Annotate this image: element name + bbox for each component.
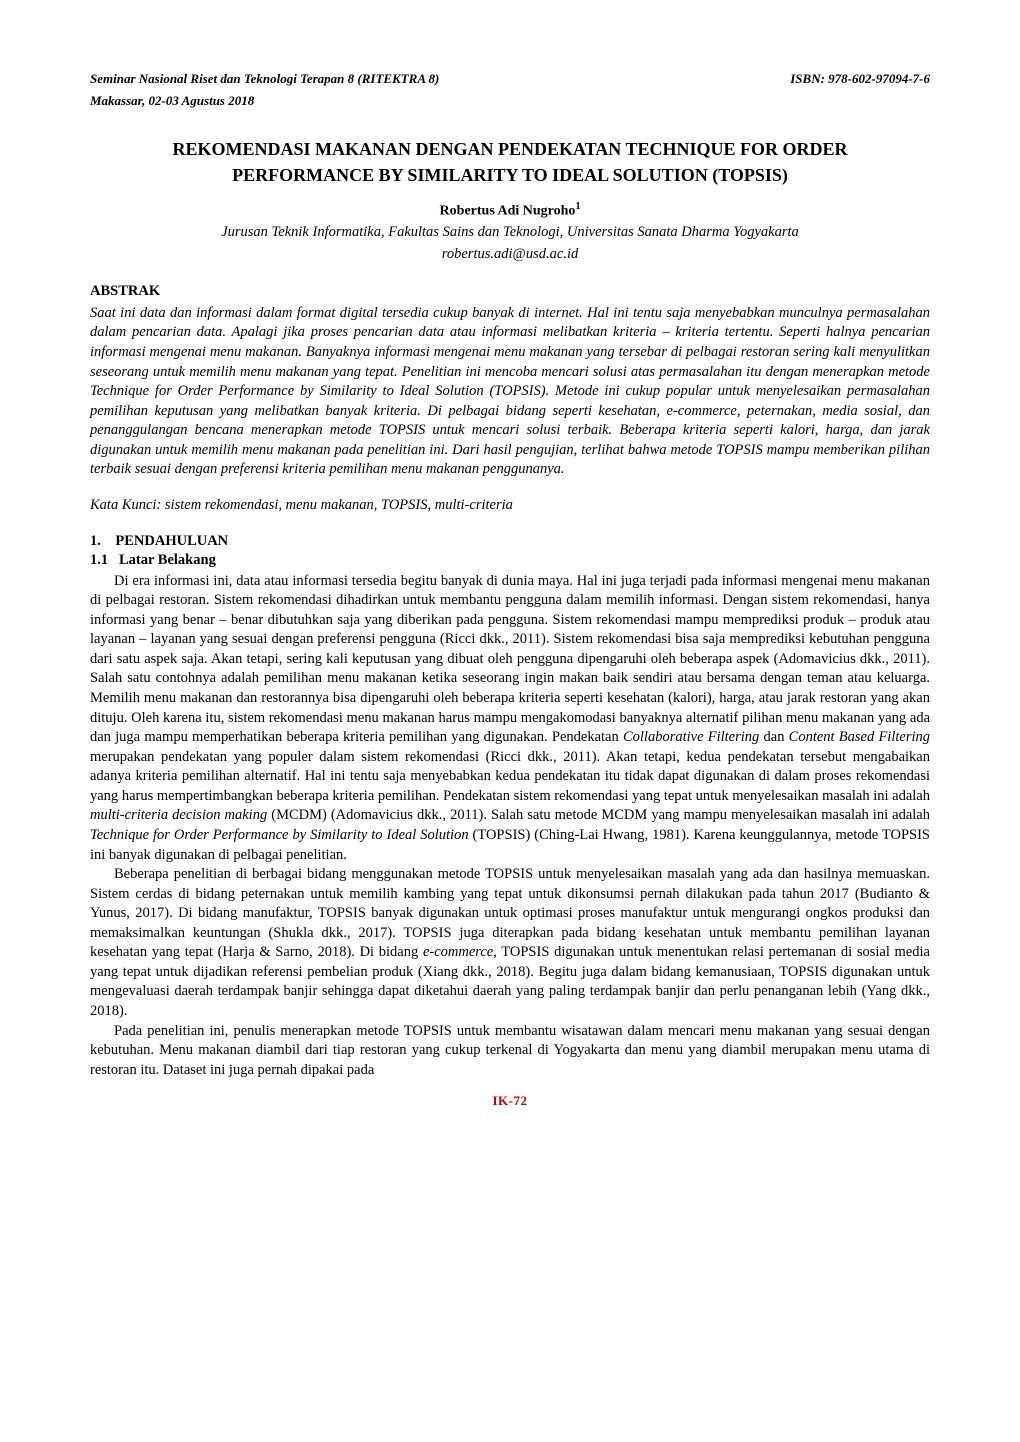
p1-ital-3: multi-criteria decision making	[90, 807, 267, 823]
author-line: Robertus Adi Nugroho1	[90, 200, 930, 222]
section-1-num: 1.	[90, 533, 101, 549]
paragraph-2: Beberapa penelitian di berbagai bidang m…	[90, 865, 930, 1022]
author-sup: 1	[575, 201, 580, 212]
p1-ital-2: Content Based Filtering	[789, 729, 930, 745]
p2-ital-1: e-commerce	[423, 944, 493, 960]
abstract-heading: ABSTRAK	[90, 282, 930, 302]
header-left: Seminar Nasional Riset dan Teknologi Ter…	[90, 70, 439, 88]
p1-text-d: (MCDM) (Adomavicius dkk., 2011). Salah s…	[267, 807, 930, 823]
header-right: ISBN: 978-602-97094-7-6	[790, 70, 930, 88]
section-1-1-num: 1.1	[90, 552, 108, 568]
paper-title-line2: PERFORMANCE BY SIMILARITY TO IDEAL SOLUT…	[90, 163, 930, 187]
p1-ital-1: Collaborative Filtering	[623, 729, 759, 745]
p1-text-b: dan	[759, 729, 788, 745]
keywords: Kata Kunci: sistem rekomendasi, menu mak…	[90, 496, 930, 516]
page-number: IK-72	[90, 1092, 930, 1110]
p1-text-a: Di era informasi ini, data atau informas…	[90, 573, 930, 746]
abstract-body: Saat ini data dan informasi dalam format…	[90, 304, 930, 480]
p1-ital-4: Technique for Order Performance by Simil…	[90, 827, 469, 843]
p1-text-c: merupakan pendekatan yang populer dalam …	[90, 749, 930, 804]
section-1-heading: 1. PENDAHULUAN	[90, 532, 930, 552]
section-1-title: PENDAHULUAN	[115, 533, 228, 549]
author-affiliation: Jurusan Teknik Informatika, Fakultas Sai…	[90, 223, 930, 243]
paper-title-line1: REKOMENDASI MAKANAN DENGAN PENDEKATAN TE…	[90, 137, 930, 161]
author-email: robertus.adi@usd.ac.id	[90, 245, 930, 265]
section-1-1-heading: 1.1 Latar Belakang	[90, 551, 930, 571]
page-header: Seminar Nasional Riset dan Teknologi Ter…	[90, 70, 930, 88]
header-sub: Makassar, 02-03 Agustus 2018	[90, 92, 930, 110]
paragraph-1: Di era informasi ini, data atau informas…	[90, 572, 930, 865]
section-1-1-title: Latar Belakang	[119, 552, 216, 568]
author-name: Robertus Adi Nugroho	[440, 203, 576, 218]
paragraph-3: Pada penelitian ini, penulis menerapkan …	[90, 1022, 930, 1081]
